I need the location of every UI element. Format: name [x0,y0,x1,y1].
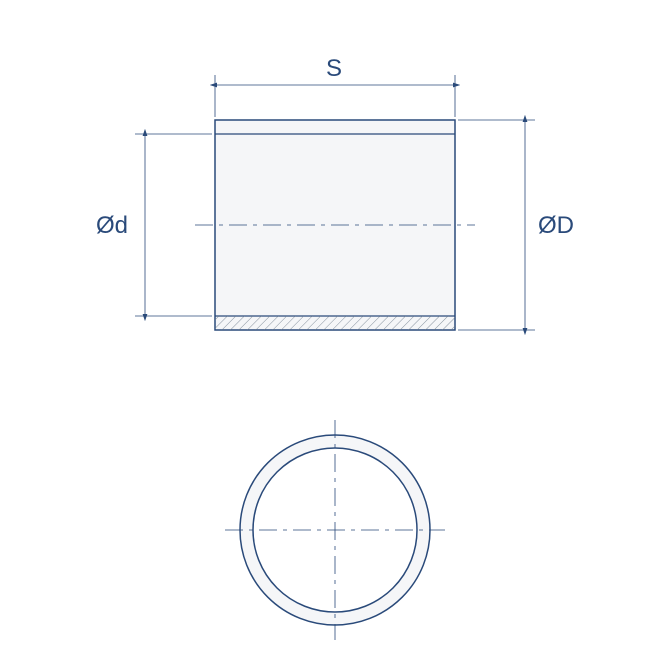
label-s: S [326,55,342,83]
technical-drawing-svg [0,0,671,670]
end-view [225,420,445,640]
label-D: ØD [538,212,574,240]
label-d: Ød [96,212,128,240]
side-view [195,120,475,330]
drawing-container: S Ød ØD [0,0,671,670]
